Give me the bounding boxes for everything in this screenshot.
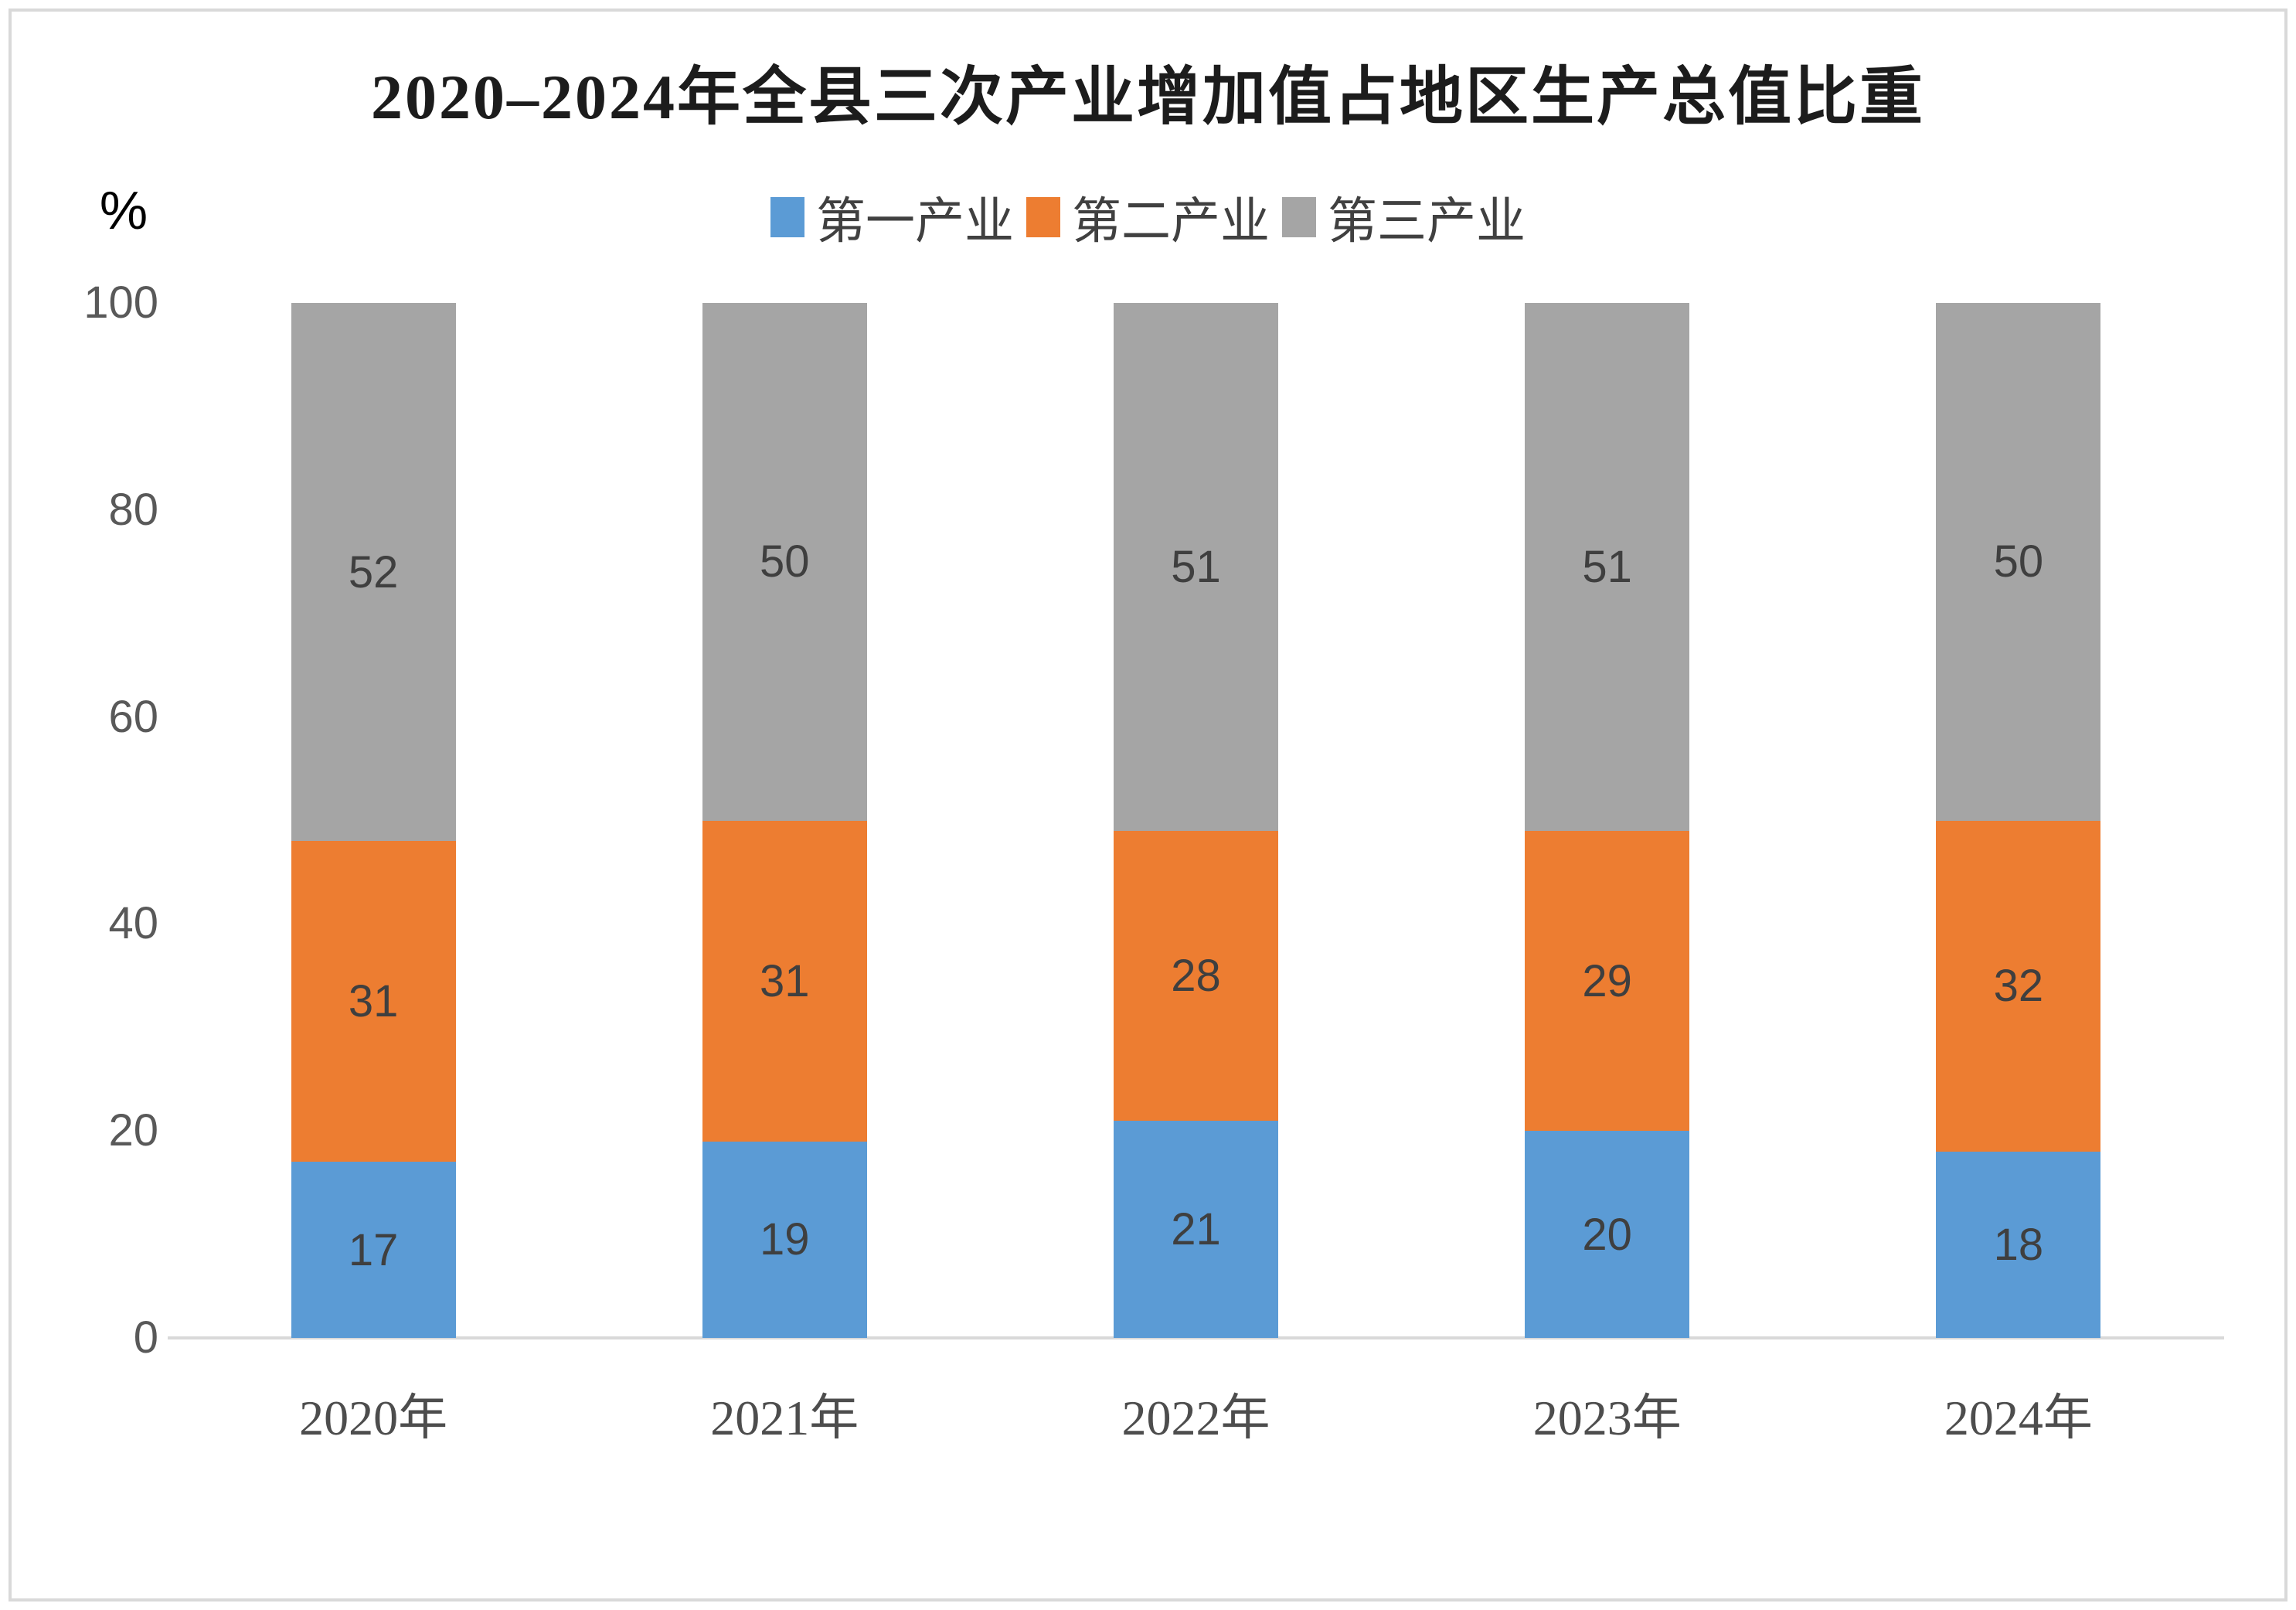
data-label: 17 [348, 1224, 399, 1275]
bar-column-0: 52 31 17 [291, 303, 456, 1338]
x-axis-line [168, 1336, 2224, 1339]
legend: 第一产业 第二产业 第三产业 [0, 184, 2296, 250]
data-label: 31 [348, 976, 399, 1027]
bar-segment: 28 [1114, 830, 1278, 1121]
x-axis-label: 2023年 [1532, 1390, 1682, 1445]
bar-column-4: 50 32 18 [1936, 303, 2101, 1338]
legend-label: 第二产业 [1072, 194, 1270, 249]
data-label: 29 [1582, 955, 1632, 1006]
legend-item: 第二产业 [1026, 182, 1270, 253]
legend-swatch [1026, 197, 1060, 237]
legend-label: 第三产业 [1328, 194, 1526, 249]
x-axis-label: 2024年 [1944, 1390, 2093, 1445]
bar-segment: 29 [1525, 830, 1690, 1132]
y-axis-unit-label: % [99, 180, 148, 240]
data-label: 51 [1171, 541, 1221, 592]
chart-title: 2020–2024年全县三次产业增加值占地区生产总值比重 [370, 62, 1925, 132]
data-label: 52 [348, 546, 399, 597]
bar-segment: 17 [291, 1162, 456, 1338]
y-tick-label: 100 [83, 277, 158, 328]
y-tick-label: 40 [108, 898, 158, 949]
bar-segment: 50 [702, 303, 867, 821]
bar-segment: 52 [291, 303, 456, 842]
y-tick-label: 20 [108, 1105, 158, 1156]
bar-column-1: 50 31 19 [702, 303, 867, 1338]
data-label: 32 [1993, 961, 2044, 1012]
data-label: 20 [1582, 1209, 1632, 1260]
legend-item: 第一产业 [770, 182, 1014, 253]
y-tick-label: 80 [108, 484, 158, 535]
bar-segment: 21 [1114, 1120, 1278, 1338]
x-axis-label: 2020年 [299, 1390, 448, 1445]
data-label: 21 [1171, 1203, 1221, 1254]
legend-label: 第一产业 [816, 194, 1014, 249]
bar-segment: 18 [1936, 1151, 2101, 1338]
bar-segment: 31 [291, 841, 456, 1162]
y-tick-label: 60 [108, 691, 158, 742]
bar-segment: 50 [1936, 303, 2101, 821]
bar-segment: 51 [1114, 303, 1278, 831]
bar-segment: 32 [1936, 820, 2101, 1152]
data-label: 19 [760, 1214, 810, 1265]
legend-item: 第三产业 [1282, 182, 1526, 253]
bar-segment: 31 [702, 820, 867, 1142]
y-tick-label: 0 [133, 1312, 158, 1363]
bar-segment: 51 [1525, 303, 1690, 831]
bar-column-3: 51 29 20 [1525, 303, 1690, 1338]
data-label: 18 [1993, 1219, 2044, 1270]
data-label: 50 [1993, 536, 2044, 587]
bar-column-2: 51 28 21 [1114, 303, 1278, 1338]
bar-segment: 20 [1525, 1131, 1690, 1338]
legend-swatch [1282, 197, 1316, 237]
data-label: 51 [1582, 541, 1632, 592]
data-label: 28 [1171, 950, 1221, 1001]
bar-segment: 19 [702, 1141, 867, 1338]
data-label: 31 [760, 955, 810, 1006]
x-axis-label: 2021年 [710, 1390, 859, 1445]
legend-swatch [770, 197, 804, 237]
data-label: 50 [760, 536, 810, 587]
x-axis-label: 2022年 [1121, 1390, 1270, 1445]
